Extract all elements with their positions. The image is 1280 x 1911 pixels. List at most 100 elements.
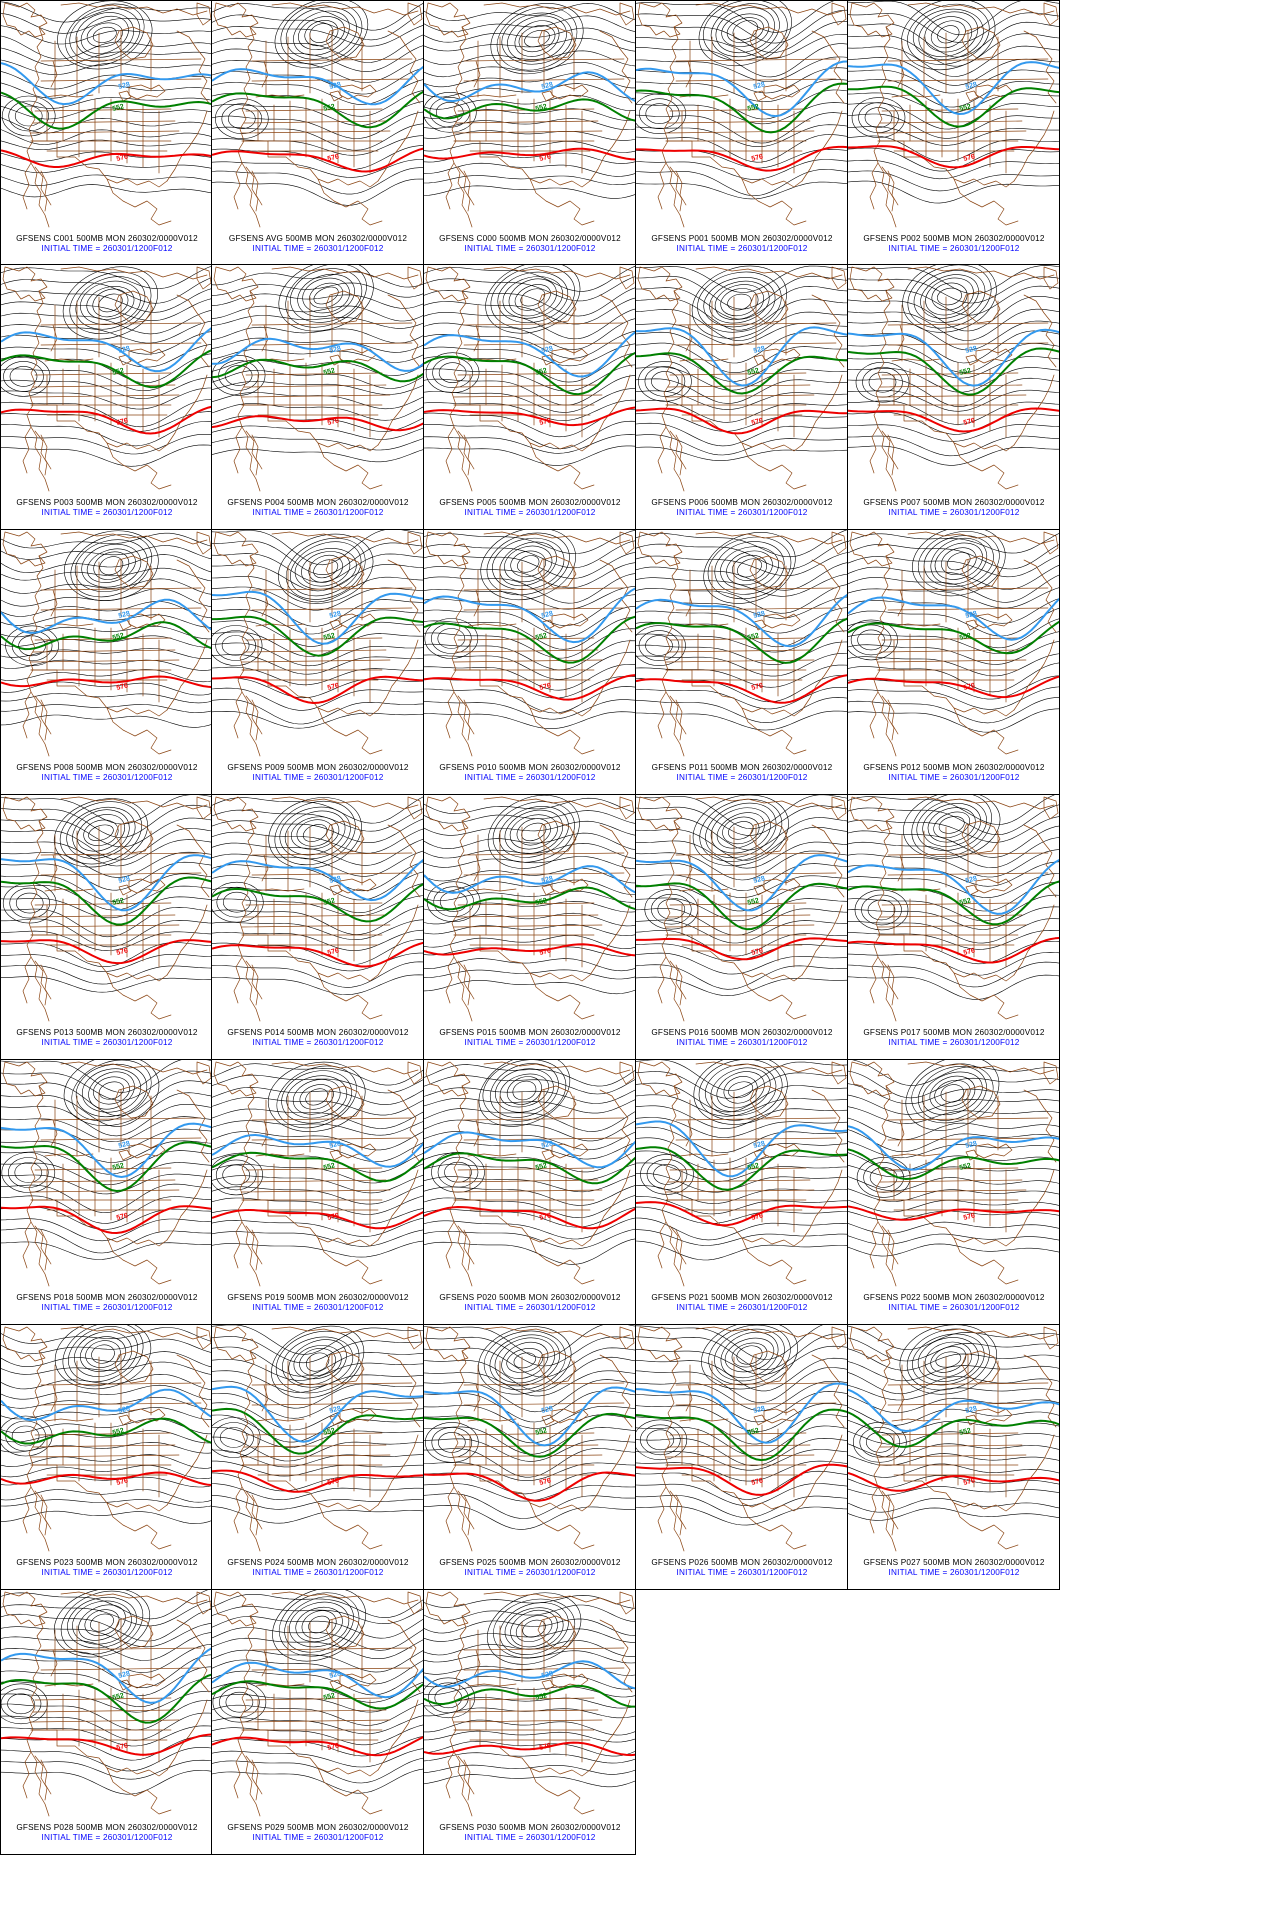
panel-initial-time-label: INITIAL TIME = 260301/1200F012 — [41, 1832, 173, 1842]
panel-caption: GFSENS P007 500MB MON 260302/0000V012 INI… — [848, 497, 1059, 529]
svg-text:552: 552 — [535, 1692, 548, 1702]
ensemble-panel-p024[interactable]: 528 552 576 GFSENS P024 500MB MON 260302/00… — [212, 1325, 424, 1590]
panel-caption: GFSENS P011 500MB MON 260302/0000V012 INI… — [636, 762, 847, 794]
ensemble-panel-p009[interactable]: 528 552 576 GFSENS P009 500MB MON 260302/00… — [212, 530, 424, 795]
svg-text:552: 552 — [112, 1162, 125, 1172]
ensemble-panel-p005[interactable]: 528 552 576 GFSENS P005 500MB MON 260302/00… — [424, 265, 636, 530]
svg-text:528: 528 — [753, 1405, 766, 1415]
svg-text:576: 576 — [116, 153, 129, 163]
panel-title-label: GFSENS P030 500MB MON 260302/0000V012 — [439, 1823, 621, 1832]
svg-text:576: 576 — [327, 1742, 340, 1752]
panel-caption: GFSENS P028 500MB MON 260302/0000V012 INI… — [1, 1822, 211, 1854]
svg-text:528: 528 — [541, 610, 554, 620]
ensemble-panel-p019[interactable]: 528 552 576 GFSENS P019 500MB MON 260302/00… — [212, 1060, 424, 1325]
panel-initial-time-label: INITIAL TIME = 260301/1200F012 — [676, 772, 808, 782]
ensemble-panel-p017[interactable]: 528 552 576 GFSENS P017 500MB MON 260302/00… — [848, 795, 1060, 1060]
ensemble-panel-p027[interactable]: 528 552 576 GFSENS P027 500MB MON 260302/00… — [848, 1325, 1060, 1590]
ensemble-panel-p025[interactable]: 528 552 576 GFSENS P025 500MB MON 260302/00… — [424, 1325, 636, 1590]
contour-map: 528 552 576 — [636, 795, 847, 1027]
panel-title-label: GFSENS P013 500MB MON 260302/0000V012 — [16, 1028, 198, 1037]
svg-text:552: 552 — [535, 1162, 548, 1172]
ensemble-panel-p016[interactable]: 528 552 576 GFSENS P016 500MB MON 260302/00… — [636, 795, 848, 1060]
ensemble-panel-p028[interactable]: 528 552 576 GFSENS P028 500MB MON 260302/00… — [0, 1590, 212, 1855]
panel-initial-time-label: INITIAL TIME = 260301/1200F012 — [888, 772, 1020, 782]
svg-text:552: 552 — [323, 103, 336, 113]
contour-map: 528 552 576 — [424, 795, 635, 1027]
ensemble-panel-p003[interactable]: 528 552 576 GFSENS P003 500MB MON 260302/00… — [0, 265, 212, 530]
svg-text:528: 528 — [965, 875, 978, 885]
ensemble-panel-p008[interactable]: 528 552 576 GFSENS P008 500MB MON 260302/00… — [0, 530, 212, 795]
ensemble-panel-p022[interactable]: 528 552 576 GFSENS P022 500MB MON 260302/00… — [848, 1060, 1060, 1325]
svg-text:576: 576 — [751, 153, 764, 163]
panel-caption: GFSENS P002 500MB MON 260302/0000V012 INI… — [848, 233, 1059, 264]
ensemble-panel-p014[interactable]: 528 552 576 GFSENS P014 500MB MON 260302/00… — [212, 795, 424, 1060]
panel-caption: GFSENS C000 500MB MON 260302/0000V012 INI… — [424, 233, 635, 264]
ensemble-panel-p001[interactable]: 528 552 576 GFSENS P001 500MB MON 260302/00… — [636, 0, 848, 265]
panel-caption: GFSENS P006 500MB MON 260302/0000V012 INI… — [636, 497, 847, 529]
panel-caption: GFSENS P030 500MB MON 260302/0000V012 INI… — [424, 1822, 635, 1854]
panel-title-label: GFSENS P023 500MB MON 260302/0000V012 — [16, 1558, 198, 1567]
panel-initial-time-label: INITIAL TIME = 260301/1200F012 — [252, 1832, 384, 1842]
ensemble-panel-p029[interactable]: 528 552 576 GFSENS P029 500MB MON 260302/00… — [212, 1590, 424, 1855]
svg-text:552: 552 — [112, 1427, 125, 1437]
panel-initial-time-label: INITIAL TIME = 260301/1200F012 — [252, 243, 384, 253]
svg-text:528: 528 — [541, 875, 554, 885]
svg-text:552: 552 — [747, 897, 760, 907]
ensemble-panel-c001[interactable]: 528 552 576 GFSENS C001 500MB MON 260302/00… — [0, 0, 212, 265]
panel-title-label: GFSENS P022 500MB MON 260302/0000V012 — [863, 1293, 1045, 1302]
svg-text:528: 528 — [329, 345, 342, 355]
ensemble-panel-p004[interactable]: 528 552 576 GFSENS P004 500MB MON 260302/00… — [212, 265, 424, 530]
svg-text:576: 576 — [539, 417, 552, 427]
svg-text:528: 528 — [965, 81, 978, 91]
svg-text:576: 576 — [539, 153, 552, 163]
contour-map: 528 552 576 — [1, 265, 211, 497]
ensemble-panel-p006[interactable]: 528 552 576 GFSENS P006 500MB MON 260302/00… — [636, 265, 848, 530]
ensemble-panel-p007[interactable]: 528 552 576 GFSENS P007 500MB MON 260302/00… — [848, 265, 1060, 530]
panel-title-label: GFSENS P025 500MB MON 260302/0000V012 — [439, 1558, 621, 1567]
ensemble-panel-p012[interactable]: 528 552 576 GFSENS P012 500MB MON 260302/00… — [848, 530, 1060, 795]
ensemble-panel-p023[interactable]: 528 552 576 GFSENS P023 500MB MON 260302/00… — [0, 1325, 212, 1590]
contour-map: 528 552 576 — [212, 1060, 423, 1292]
ensemble-panel-p010[interactable]: 528 552 576 GFSENS P010 500MB MON 260302/00… — [424, 530, 636, 795]
panel-caption: GFSENS P022 500MB MON 260302/0000V012 INI… — [848, 1292, 1059, 1324]
svg-text:528: 528 — [118, 875, 131, 885]
svg-text:576: 576 — [116, 417, 129, 427]
ensemble-panel-p002[interactable]: 528 552 576 GFSENS P002 500MB MON 260302/00… — [848, 0, 1060, 265]
svg-text:552: 552 — [112, 632, 125, 642]
ensemble-panel-avg[interactable]: 528 552 576 GFSENS AVG 500MB MON 260302/000… — [212, 0, 424, 265]
ensemble-panel-p030[interactable]: 528 552 576 GFSENS P030 500MB MON 260302/00… — [424, 1590, 636, 1855]
panel-caption: GFSENS P009 500MB MON 260302/0000V012 INI… — [212, 762, 423, 794]
svg-text:576: 576 — [116, 947, 129, 957]
svg-text:576: 576 — [327, 947, 340, 957]
svg-text:552: 552 — [112, 897, 125, 907]
svg-text:552: 552 — [535, 367, 548, 377]
svg-text:552: 552 — [323, 1162, 336, 1172]
ensemble-panel-p020[interactable]: 528 552 576 GFSENS P020 500MB MON 260302/00… — [424, 1060, 636, 1325]
contour-map: 528 552 576 — [1, 1060, 211, 1292]
svg-text:576: 576 — [539, 1742, 552, 1752]
svg-text:576: 576 — [751, 417, 764, 427]
panel-initial-time-label: INITIAL TIME = 260301/1200F012 — [888, 1037, 1020, 1047]
panel-caption: GFSENS P003 500MB MON 260302/0000V012 INI… — [1, 497, 211, 529]
panel-title-label: GFSENS P026 500MB MON 260302/0000V012 — [651, 1558, 833, 1567]
svg-text:552: 552 — [323, 1427, 336, 1437]
svg-text:576: 576 — [116, 1477, 129, 1487]
panel-initial-time-label: INITIAL TIME = 260301/1200F012 — [252, 772, 384, 782]
contour-map: 528 552 576 — [636, 265, 847, 497]
ensemble-panel-p026[interactable]: 528 552 576 GFSENS P026 500MB MON 260302/00… — [636, 1325, 848, 1590]
svg-text:528: 528 — [118, 1140, 131, 1150]
panel-initial-time-label: INITIAL TIME = 260301/1200F012 — [464, 243, 596, 253]
ensemble-panel-c000[interactable]: 528 552 576 GFSENS C000 500MB MON 260302/00… — [424, 0, 636, 265]
svg-text:576: 576 — [963, 682, 976, 692]
ensemble-panel-p013[interactable]: 528 552 576 GFSENS P013 500MB MON 260302/00… — [0, 795, 212, 1060]
panel-title-label: GFSENS P006 500MB MON 260302/0000V012 — [651, 498, 833, 507]
ensemble-panel-p021[interactable]: 528 552 576 GFSENS P021 500MB MON 260302/00… — [636, 1060, 848, 1325]
svg-text:552: 552 — [747, 367, 760, 377]
contour-map: 528 552 576 — [212, 1, 423, 233]
contour-map: 528 552 576 — [636, 530, 847, 762]
panel-initial-time-label: INITIAL TIME = 260301/1200F012 — [464, 507, 596, 517]
ensemble-panel-p018[interactable]: 528 552 576 GFSENS P018 500MB MON 260302/00… — [0, 1060, 212, 1325]
ensemble-panel-p015[interactable]: 528 552 576 GFSENS P015 500MB MON 260302/00… — [424, 795, 636, 1060]
ensemble-panel-p011[interactable]: 528 552 576 GFSENS P011 500MB MON 260302/00… — [636, 530, 848, 795]
panel-title-label: GFSENS P003 500MB MON 260302/0000V012 — [16, 498, 198, 507]
